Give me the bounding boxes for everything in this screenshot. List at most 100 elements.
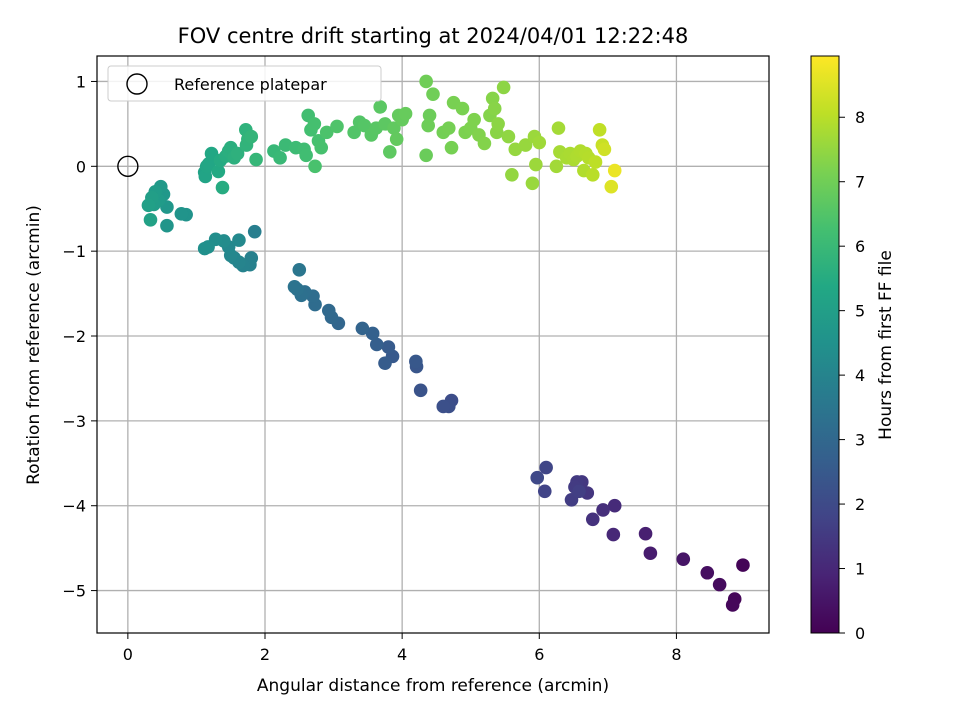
- data-point: [211, 164, 226, 179]
- data-point: [409, 354, 423, 369]
- data-point: [319, 125, 334, 140]
- reference-marker: [117, 155, 139, 178]
- y-axis-label: Rotation from reference (arcmin): [24, 205, 44, 485]
- y-tick-label: −3: [62, 412, 86, 431]
- data-point: [592, 123, 607, 137]
- data-points: [141, 74, 750, 612]
- colorbar-ticks: 0 1 2 3 4 5 6 7 8: [839, 108, 865, 643]
- data-point: [160, 218, 174, 233]
- colorbar-gradient: [811, 56, 839, 633]
- colorbar-tick-label: 7: [855, 173, 865, 192]
- data-point: [419, 148, 433, 163]
- data-point: [141, 198, 156, 213]
- legend-marker-icon: [126, 73, 148, 95]
- data-point: [532, 135, 547, 150]
- data-point: [736, 558, 750, 572]
- grid-lines: [97, 56, 769, 633]
- data-point: [501, 129, 516, 144]
- data-point: [347, 125, 361, 140]
- data-point: [596, 503, 610, 517]
- data-point: [436, 399, 451, 414]
- data-point: [278, 138, 293, 152]
- data-point: [299, 148, 313, 163]
- data-point: [530, 470, 545, 485]
- data-point: [314, 140, 329, 155]
- data-point: [419, 74, 433, 89]
- data-point: [529, 157, 543, 172]
- colorbar-tick-label: 2: [855, 495, 865, 514]
- data-point: [638, 526, 653, 541]
- data-point: [197, 241, 212, 256]
- legend-entry: Reference platepar: [174, 75, 327, 94]
- x-tick-label: 2: [260, 645, 270, 664]
- data-point: [249, 152, 263, 167]
- reference-point: [117, 155, 139, 178]
- data-point: [725, 598, 740, 612]
- data-point: [201, 156, 216, 171]
- data-point: [143, 212, 158, 227]
- data-point: [588, 155, 603, 169]
- colorbar-frame: [810, 55, 840, 634]
- data-point: [549, 159, 564, 174]
- y-tick-label: −2: [62, 327, 86, 346]
- data-point: [232, 233, 246, 247]
- colorbar-tick-label: 0: [855, 624, 865, 643]
- data-point: [244, 129, 259, 144]
- data-point: [273, 151, 287, 165]
- colorbar-tick-label: 1: [855, 560, 865, 579]
- data-point: [381, 340, 396, 354]
- data-point: [712, 577, 727, 592]
- data-point: [365, 326, 380, 341]
- data-point: [198, 169, 213, 184]
- colorbar-tick-label: 8: [855, 108, 865, 127]
- y-tick-label: −5: [62, 582, 86, 601]
- plot-frame: [96, 55, 770, 634]
- x-tick-label: 8: [671, 645, 681, 664]
- data-point: [389, 132, 404, 146]
- data-point: [355, 321, 370, 336]
- colorbar-tick-label: 4: [855, 366, 865, 385]
- data-point: [357, 118, 372, 133]
- data-point: [597, 142, 612, 157]
- data-point: [572, 484, 586, 499]
- data-point: [604, 179, 619, 194]
- data-point: [676, 552, 691, 566]
- y-tick-label: −4: [62, 497, 86, 516]
- data-point: [455, 101, 470, 116]
- data-point: [700, 565, 715, 580]
- data-point: [308, 159, 322, 174]
- data-point: [467, 112, 481, 127]
- x-axis-label: Angular distance from reference (arcmin): [257, 676, 609, 696]
- data-point: [606, 527, 621, 542]
- data-point: [230, 146, 245, 161]
- data-point: [607, 163, 622, 178]
- y-axis-ticks: −5 −4 −3 −2 −1 0 1: [62, 72, 97, 601]
- colorbar-label: Hours from first FF file: [876, 250, 896, 440]
- data-point: [330, 119, 344, 134]
- data-point: [422, 108, 437, 123]
- y-tick-label: 1: [76, 72, 86, 91]
- data-point: [491, 117, 505, 131]
- data-point: [525, 176, 540, 191]
- x-tick-label: 4: [397, 645, 407, 664]
- data-point: [247, 224, 262, 239]
- data-point: [292, 263, 307, 277]
- x-axis-ticks: 0 2 4 6 8: [123, 633, 682, 664]
- data-point: [383, 145, 397, 159]
- data-point: [643, 546, 658, 561]
- colorbar-tick-label: 3: [855, 431, 865, 450]
- legend: Reference platepar: [107, 65, 382, 102]
- data-point: [373, 100, 388, 114]
- data-point: [518, 138, 533, 152]
- data-point: [537, 484, 552, 499]
- y-tick-label: −1: [62, 242, 86, 261]
- data-point: [477, 136, 492, 151]
- data-point: [585, 512, 600, 527]
- colorbar-tick-label: 5: [855, 302, 865, 321]
- data-point: [496, 80, 511, 95]
- data-point: [421, 118, 436, 133]
- data-point: [426, 87, 440, 101]
- data-point: [441, 121, 456, 135]
- data-point: [505, 167, 519, 182]
